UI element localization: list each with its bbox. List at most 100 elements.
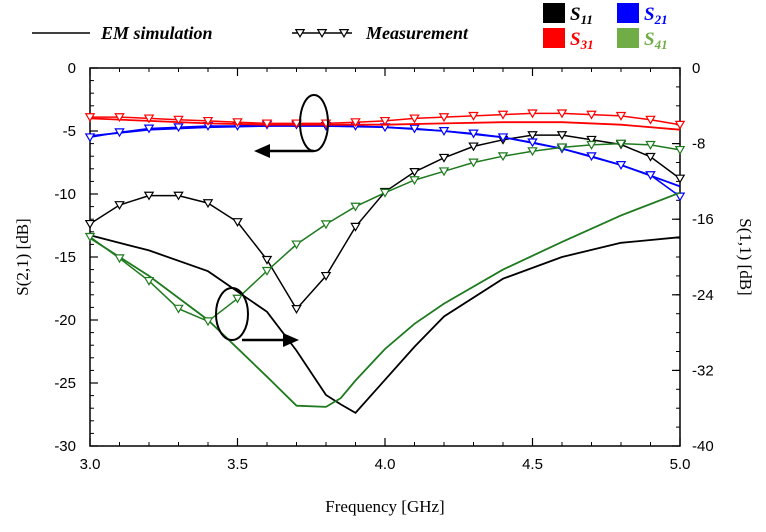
s41-measurement-marker	[173, 304, 184, 314]
legend-meas-marker	[316, 29, 328, 38]
s31-measurement-marker	[84, 113, 96, 123]
x-tick-label: 5.0	[670, 456, 691, 473]
annotation-arrowhead-right	[283, 333, 299, 347]
s21-measurement-marker	[586, 152, 597, 162]
s21-measurement-marker	[143, 124, 155, 134]
y-tick-label-left: -15	[54, 249, 76, 266]
s11-measurement-marker	[645, 152, 656, 162]
legend-meas-marker	[294, 29, 306, 38]
x-axis-title: Frequency [GHz]	[325, 497, 444, 516]
s21-measurement-marker	[497, 133, 509, 143]
s11-measurement-marker	[556, 131, 568, 141]
annotation-right-axis	[254, 94, 329, 158]
ticks: 3.0 3.5 4.0 4.5 5.0 0 -5 -10 -15 -20 -25 -30 0 -8 -16 -…	[54, 60, 713, 473]
legend: EM simulation Measurement S11 S21 S31 S41	[32, 3, 668, 52]
s41-measurement-marker	[350, 202, 361, 212]
s11-measurement-marker	[527, 131, 538, 141]
s31-measurement-marker	[379, 116, 391, 126]
legend-swatch-41	[617, 28, 639, 48]
s31-measurement-marker	[468, 111, 479, 121]
s11-measurement-marker	[114, 201, 125, 210]
annotation-ellipse-lower	[215, 287, 249, 341]
s11-measurement-line	[89, 134, 681, 311]
s11-simulation-line	[89, 234, 681, 415]
y-tick-label-left: -10	[54, 186, 76, 203]
legend-meas-markers	[294, 29, 350, 38]
s41-measurement-marker	[320, 220, 332, 230]
s11-measurement-marker	[320, 271, 332, 281]
s41-measurement-marker	[586, 140, 597, 150]
legend-swatch-31	[543, 28, 565, 48]
s41-measurement-marker	[468, 158, 479, 168]
s21-measurement-marker	[84, 133, 96, 143]
s11-measurement-marker	[409, 167, 420, 177]
s21-measurement-marker	[468, 129, 479, 139]
s41-measurement-marker	[674, 145, 686, 155]
s11-measurement-marker	[291, 305, 302, 314]
s31-measurement-marker	[143, 114, 155, 124]
x-tick-label: 3.5	[227, 456, 248, 473]
y-axis-title-left: S(2,1) [dB]	[13, 218, 32, 295]
s31-measurement-marker	[438, 113, 450, 123]
s41-measurement-marker	[556, 143, 568, 153]
s41-measurement-marker	[232, 294, 243, 304]
s41-measurement-marker	[379, 188, 391, 198]
s31-measurement-marker	[497, 110, 509, 120]
s41-measurement-marker	[438, 167, 450, 177]
s31-measurement-marker	[645, 115, 656, 125]
y-tick-label-right: 0	[692, 60, 700, 77]
y-tick-label-right: -24	[692, 287, 714, 304]
s31-measurement-marker	[291, 119, 302, 129]
y-tick-label-left: -30	[54, 438, 76, 455]
s41-measurement-marker	[202, 317, 214, 327]
y-axis-title-right: S(1,1) [dB]	[736, 218, 755, 295]
annotation-left-axis	[215, 287, 299, 347]
s21-measurement-marker	[645, 171, 656, 181]
s41-measurement-marker	[615, 139, 627, 149]
legend-swatch-21	[617, 3, 639, 23]
s31-measurement-marker	[674, 120, 686, 130]
s11-measurement-marker	[674, 174, 686, 184]
legend-swatch-label-41: S41	[644, 29, 668, 52]
s11-measurement-marker	[84, 219, 96, 229]
s11-measurement-marker	[468, 142, 479, 152]
s11-measurement-marker	[232, 218, 243, 227]
s41-measurement-marker	[261, 266, 273, 276]
s41-measurement-marker	[114, 254, 125, 264]
legend-em-label: EM simulation	[100, 23, 213, 43]
s41-measurement-marker	[409, 176, 420, 186]
y-tick-label-left: -25	[54, 375, 76, 392]
s31-measurement-marker	[350, 118, 361, 128]
s31-measurement-marker	[586, 110, 597, 120]
s11-measurement-marker	[438, 153, 450, 163]
x-tick-label: 4.5	[522, 456, 543, 473]
annotation-arrowhead-left	[254, 144, 270, 158]
s21-measurement-marker	[527, 138, 538, 148]
legend-meas-label: Measurement	[365, 23, 469, 43]
s31-measurement-marker	[527, 109, 538, 119]
x-tick-label: 3.0	[80, 456, 101, 473]
y-tick-label-right: -32	[692, 362, 714, 379]
s11-measurement-marker	[202, 199, 214, 209]
s21-measurement-marker	[409, 124, 420, 134]
s11-measurement-marker	[261, 255, 273, 265]
x-tick-label: 4.0	[375, 456, 396, 473]
y-tick-label-left: -5	[63, 123, 76, 140]
legend-swatches: S11 S21 S31 S41	[543, 3, 668, 52]
s31-measurement-marker	[202, 116, 214, 126]
s31-measurement-marker	[173, 115, 184, 125]
s31-measurement-marker	[556, 109, 568, 119]
y-tick-label-right: -16	[692, 211, 714, 228]
legend-swatch-label-11: S11	[570, 4, 593, 27]
s11-measurement-marker	[143, 191, 155, 201]
y-tick-label-left: -20	[54, 312, 76, 329]
legend-swatch-label-21: S21	[644, 4, 668, 27]
s41-measurement-marker	[645, 140, 656, 150]
y-tick-label-right: -8	[692, 136, 705, 153]
s31-measurement-marker	[261, 119, 273, 129]
s41-measurement-marker	[143, 276, 155, 286]
s31-measurement-marker	[114, 113, 125, 123]
s31-measurement-marker	[232, 118, 243, 128]
s41-measurement-line	[89, 142, 681, 323]
